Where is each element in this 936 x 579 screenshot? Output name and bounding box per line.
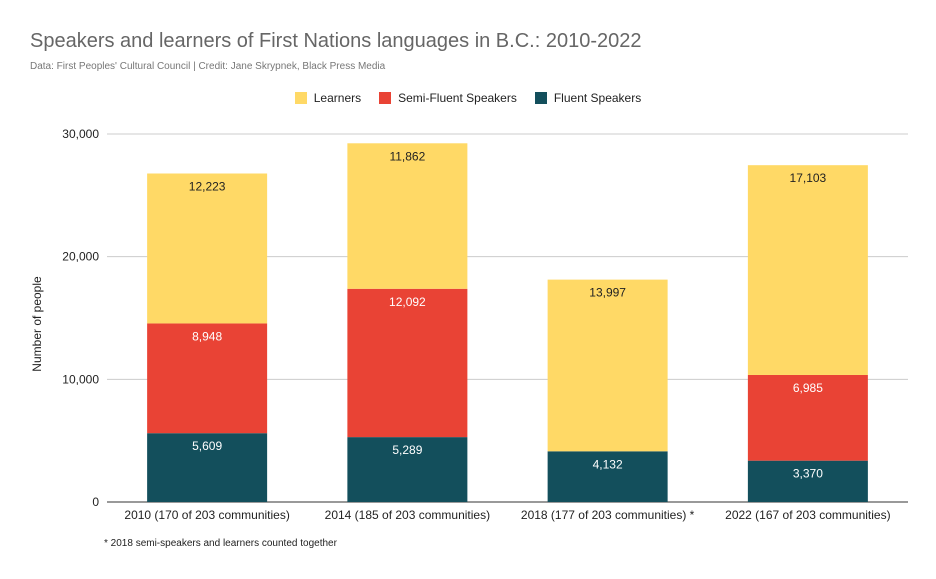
legend-item-fluent: Fluent Speakers <box>534 91 642 105</box>
legend-label-fluent: Fluent Speakers <box>553 91 642 105</box>
data-label: 11,862 <box>389 149 425 163</box>
data-label: 17,103 <box>790 171 827 185</box>
bar-segment <box>147 433 268 502</box>
bar-segment <box>347 437 468 502</box>
x-tick-label: 2010 (170 of 203 communities) <box>124 508 289 522</box>
bar-segment <box>547 451 668 502</box>
y-tick-label: 30,000 <box>62 127 99 141</box>
footnote: * 2018 semi-speakers and learners counte… <box>104 538 337 549</box>
bar-segment <box>747 460 868 502</box>
bar-segment <box>347 288 468 438</box>
x-tick-label: 2018 (177 of 203 communities) * <box>521 508 695 522</box>
bar-segment <box>547 279 668 452</box>
data-label: 5,609 <box>192 439 222 453</box>
data-label: 3,370 <box>793 467 823 481</box>
chart-subtitle: Data: First Peoples' Cultural Council | … <box>30 61 386 72</box>
bar-segment <box>347 143 468 289</box>
y-tick-label: 10,000 <box>62 372 99 386</box>
y-tick-label: 20,000 <box>62 250 99 264</box>
data-label: 12,092 <box>389 295 426 309</box>
legend-label-learners: Learners <box>313 91 362 105</box>
legend-item-learners: Learners <box>294 91 362 105</box>
x-tick-label: 2022 (167 of 203 communities) <box>725 508 890 522</box>
data-label: 8,948 <box>192 329 222 343</box>
bar-segment <box>147 323 268 434</box>
bar-segment <box>747 374 868 461</box>
y-tick-label: 0 <box>92 495 99 509</box>
legend-swatch-fluent <box>534 92 547 104</box>
x-tick-label: 2014 (185 of 203 communities) <box>325 508 490 522</box>
legend: Learners Semi-Fluent Speakers Fluent Spe… <box>0 91 936 105</box>
data-label: 4,132 <box>593 457 623 471</box>
legend-swatch-semi-fluent <box>379 92 392 104</box>
data-label: 13,997 <box>589 286 626 300</box>
legend-item-semi-fluent: Semi-Fluent Speakers <box>379 91 517 105</box>
legend-label-semi-fluent: Semi-Fluent Speakers <box>398 91 517 105</box>
data-label: 6,985 <box>793 381 823 395</box>
data-label: 5,289 <box>392 443 422 457</box>
legend-swatch-learners <box>294 92 307 104</box>
bar-segment <box>147 173 268 324</box>
data-label: 12,223 <box>189 179 226 193</box>
bar-segment <box>747 165 868 375</box>
chart-title: Speakers and learners of First Nations l… <box>30 30 642 52</box>
